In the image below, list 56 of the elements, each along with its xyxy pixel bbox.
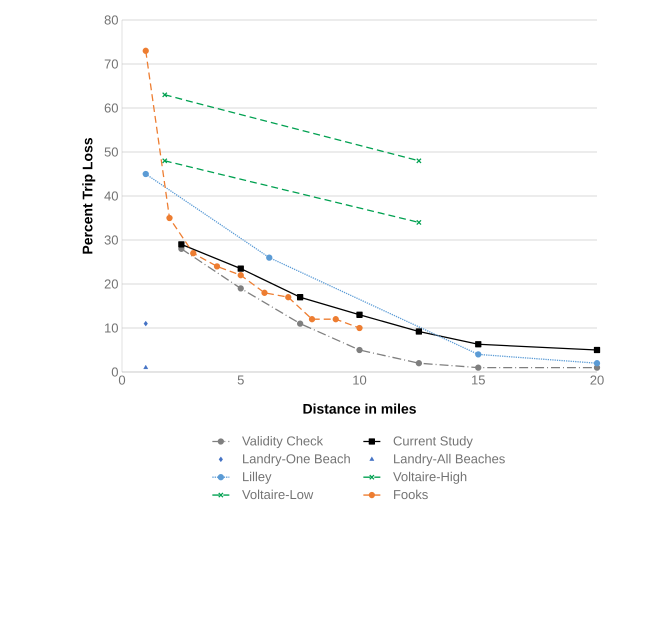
point <box>475 364 482 371</box>
x-tick-label: 20 <box>590 376 604 385</box>
x-tick-label: 0 <box>118 376 126 385</box>
x-axis-title: Distance in miles <box>303 404 416 414</box>
point <box>238 265 244 272</box>
point <box>594 346 600 354</box>
point <box>416 158 422 164</box>
y-tick-label: 10 <box>105 323 118 333</box>
x-tick-label: 15 <box>472 376 485 385</box>
point <box>332 316 339 322</box>
point <box>296 320 304 327</box>
y-axis-title: Percent Trip Loss <box>82 138 96 254</box>
legend-label: Validity Check <box>242 436 324 448</box>
point <box>308 316 316 322</box>
legend-label: Voltaire-High <box>393 472 466 484</box>
point <box>296 294 304 300</box>
point <box>214 263 220 270</box>
point <box>266 254 272 261</box>
legend-label: Current Study <box>394 436 473 448</box>
point <box>356 346 363 354</box>
legend-label: Voltaire-Low <box>242 490 314 500</box>
x-tick-label: 10 <box>353 376 366 385</box>
point <box>238 285 244 292</box>
point <box>416 328 422 335</box>
point <box>356 324 363 332</box>
y-tick-label: 20 <box>104 279 118 289</box>
point <box>285 294 292 300</box>
point <box>475 351 482 358</box>
x-tick-label: 5 <box>238 376 244 385</box>
point <box>594 360 600 366</box>
y-tick-label: 0 <box>112 367 118 377</box>
point <box>261 290 268 296</box>
legend-label: Landry-One Beach <box>243 454 350 466</box>
point <box>416 220 422 226</box>
y-tick-label: 30 <box>104 235 118 245</box>
legend-label: Lilley <box>243 472 272 484</box>
point <box>162 92 168 98</box>
point <box>238 272 244 278</box>
point <box>144 320 148 326</box>
point <box>416 360 422 366</box>
point <box>178 241 185 248</box>
legend-label: Landry-All Beaches <box>394 454 505 466</box>
point <box>356 312 363 318</box>
y-tick-label: 60 <box>104 103 118 113</box>
point <box>162 158 168 164</box>
point <box>143 364 148 370</box>
point <box>190 250 196 256</box>
y-tick-label: 40 <box>104 191 118 201</box>
y-tick-label: 70 <box>104 59 118 69</box>
point <box>475 341 482 348</box>
point <box>142 170 149 178</box>
point <box>166 214 173 222</box>
y-tick-label: 50 <box>104 147 118 157</box>
y-tick-label: 80 <box>104 15 118 25</box>
point <box>142 48 149 54</box>
legend-label: Fooks <box>394 490 428 500</box>
